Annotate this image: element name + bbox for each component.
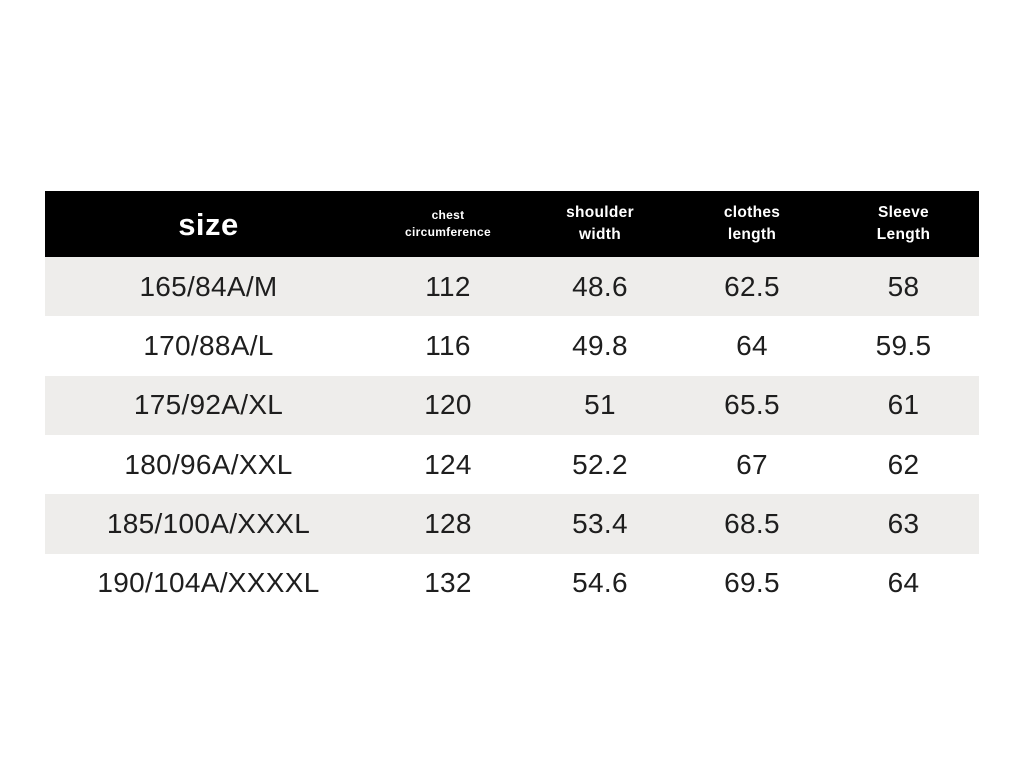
cell-sleeve-length: 62 xyxy=(887,448,920,480)
cell-sleeve-length: 58 xyxy=(887,270,920,302)
cell-sleeve-length: 64 xyxy=(887,567,920,599)
cell-sleeve-length: 59.5 xyxy=(875,329,932,361)
table-header-row: size chest circumference shoulder width … xyxy=(45,191,979,257)
table-row: 190/104A/XXXXL 132 54.6 69.5 64 xyxy=(45,553,979,613)
column-header-clothes-length: clothes length xyxy=(723,203,781,243)
table-row: 180/96A/XXL 124 52.2 67 62 xyxy=(45,434,979,495)
cell-chest-circumference: 124 xyxy=(424,448,472,480)
cell-size: 190/104A/XXXXL xyxy=(97,567,320,599)
table-row: 185/100A/XXXL 128 53.4 68.5 63 xyxy=(45,494,979,554)
cell-chest-circumference: 112 xyxy=(425,270,471,302)
table-row: 165/84A/M 112 48.6 62.5 58 xyxy=(45,257,979,317)
cell-chest-circumference: 128 xyxy=(424,507,472,539)
cell-clothes-length: 64 xyxy=(736,329,768,361)
cell-size: 180/96A/XXL xyxy=(124,448,293,480)
column-header-chest-circumference: chest circumference xyxy=(405,207,491,239)
cell-size: 170/88A/L xyxy=(143,329,274,361)
cell-chest-circumference: 132 xyxy=(424,567,472,599)
cell-shoulder-width: 49.8 xyxy=(572,329,628,361)
table-row: 175/92A/XL 120 51 65.5 61 xyxy=(45,375,979,435)
size-chart-table: size chest circumference shoulder width … xyxy=(45,191,979,613)
cell-sleeve-length: 63 xyxy=(887,507,920,539)
cell-clothes-length: 67 xyxy=(736,448,768,480)
cell-shoulder-width: 52.2 xyxy=(572,448,628,480)
cell-shoulder-width: 51 xyxy=(584,389,616,421)
cell-chest-circumference: 116 xyxy=(425,329,471,361)
cell-shoulder-width: 54.6 xyxy=(572,567,628,599)
cell-shoulder-width: 53.4 xyxy=(572,507,628,539)
cell-clothes-length: 65.5 xyxy=(724,389,780,421)
table-row: 170/88A/L 116 49.8 64 59.5 xyxy=(45,316,979,376)
cell-clothes-length: 62.5 xyxy=(724,270,780,302)
cell-clothes-length: 69.5 xyxy=(724,567,780,599)
cell-size: 175/92A/XL xyxy=(133,389,284,421)
cell-size: 165/84A/M xyxy=(139,270,278,302)
column-header-shoulder-width: shoulder width xyxy=(566,203,634,243)
cell-sleeve-length: 61 xyxy=(887,389,920,421)
cell-clothes-length: 68.5 xyxy=(724,507,780,539)
column-header-size: size xyxy=(178,206,239,242)
column-header-sleeve-length: Sleeve Length xyxy=(876,203,931,243)
cell-shoulder-width: 48.6 xyxy=(572,270,628,302)
cell-size: 185/100A/XXXL xyxy=(106,507,311,539)
cell-chest-circumference: 120 xyxy=(424,389,472,421)
